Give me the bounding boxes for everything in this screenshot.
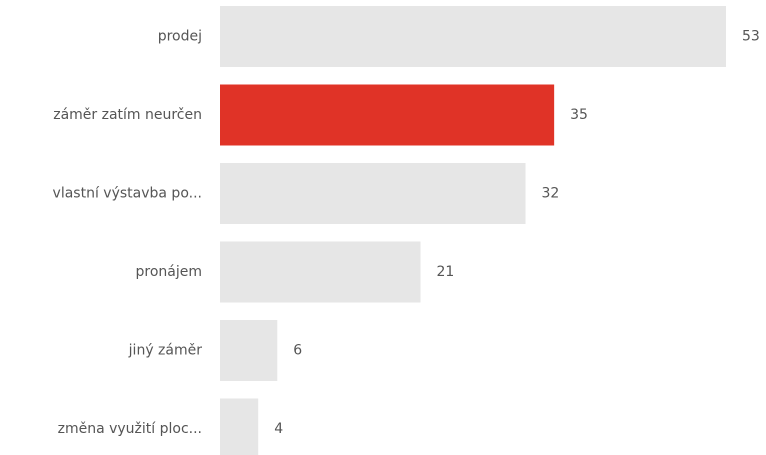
category-label: vlastní výstavba po... <box>53 186 202 202</box>
category-label: změna využití ploc... <box>58 421 202 437</box>
category-label: záměr zatím neurčen <box>53 107 202 123</box>
bar <box>220 6 726 67</box>
value-label: 4 <box>274 421 283 437</box>
value-label: 21 <box>436 264 454 280</box>
category-label: prodej <box>158 29 202 45</box>
bar <box>220 320 278 381</box>
value-label: 35 <box>570 107 588 123</box>
bar <box>220 398 259 455</box>
category-label: jiný záměr <box>128 343 203 359</box>
value-label: 6 <box>293 343 302 359</box>
bar <box>220 241 421 303</box>
bar <box>220 84 555 146</box>
category-label: pronájem <box>136 264 203 280</box>
value-label: 32 <box>542 186 560 202</box>
value-label: 53 <box>742 29 760 45</box>
bar <box>220 163 526 224</box>
